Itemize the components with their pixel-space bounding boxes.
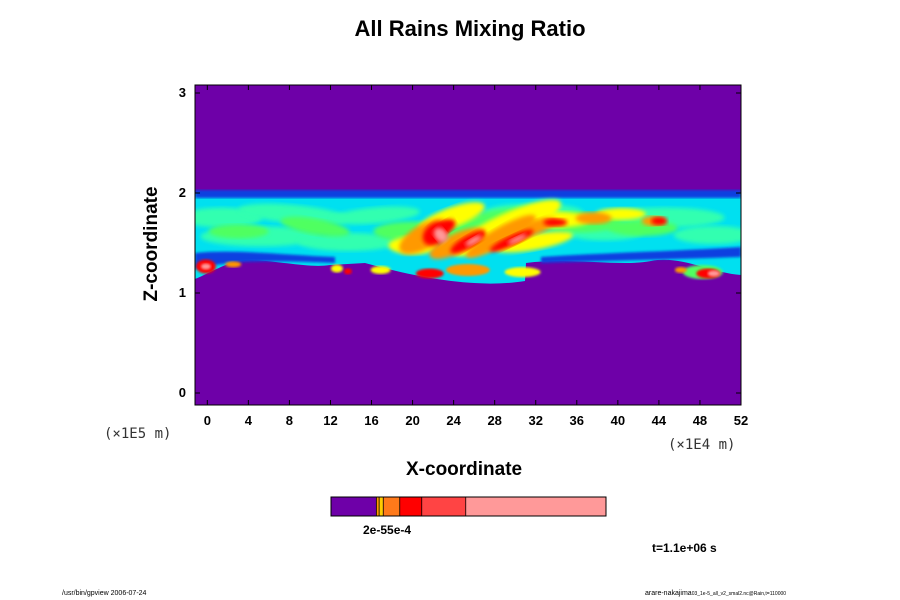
chart-title: All Rains Mixing Ratio <box>354 16 586 41</box>
x-tick-label: 48 <box>692 413 708 428</box>
rain-cell <box>465 235 482 246</box>
colorbar-segment <box>399 497 422 516</box>
rain-cell <box>494 231 573 253</box>
colorbar-frame <box>330 496 607 517</box>
cloud-bottom-rim-left <box>195 251 335 269</box>
x-tick-label: 20 <box>405 413 420 428</box>
footer-right: arare-nakajima03_1e-5_all_v2_smal2.nc@Ra… <box>645 590 786 597</box>
cloud-top-rim <box>195 190 741 198</box>
rain-cell <box>280 216 350 237</box>
colorbar-segment <box>421 497 466 516</box>
y-tick-label: 0 <box>178 385 186 400</box>
footer-left: /usr/bin/gpview 2006-07-24 <box>62 590 147 597</box>
rain-drip <box>225 261 242 268</box>
x-tick-label: 0 <box>203 413 211 428</box>
plot-frame <box>194 84 742 406</box>
rain-cell <box>238 203 349 225</box>
rain-drip <box>707 270 720 277</box>
y-tick-label: 2 <box>178 185 186 200</box>
rain-cell <box>575 212 612 225</box>
rain-cell <box>330 206 421 225</box>
plot-area <box>195 85 741 405</box>
colorbar-segment <box>331 497 377 516</box>
time-label: t=1.1e+06 s <box>652 541 717 555</box>
rain-cell <box>433 227 448 243</box>
rain-drip <box>343 268 352 275</box>
cloud-bottom-rim-right <box>541 247 741 263</box>
x-tick-label: 52 <box>733 413 749 428</box>
y-tick-label: 3 <box>178 85 186 100</box>
rain-cell <box>465 214 536 258</box>
x-tick-label: 12 <box>323 413 338 428</box>
x-tick-label: 40 <box>610 413 626 428</box>
colorbar <box>330 496 607 517</box>
x-tick-label: 28 <box>487 413 502 428</box>
rain-cell <box>651 217 668 225</box>
x-axis-label: X-coordinate <box>406 459 523 480</box>
rain-drip <box>504 267 541 278</box>
y-tick-label: 1 <box>178 285 186 300</box>
x-tick-label: 24 <box>446 413 461 428</box>
colorbar-segment <box>379 497 384 516</box>
rain-field <box>195 190 741 284</box>
x-tick-label: 44 <box>651 413 667 428</box>
rain-drip <box>200 263 211 270</box>
colorbar-segment <box>383 497 400 516</box>
colorbar-segment <box>376 497 380 516</box>
x-tick-label: 32 <box>528 413 543 428</box>
x-scale-label: (×1E4 m) <box>668 437 736 453</box>
x-tick-label: 36 <box>569 413 585 428</box>
rain-cell <box>673 226 741 244</box>
rain-cell <box>297 233 398 251</box>
rain-cell <box>208 224 269 239</box>
colorbar-tick-label: 2e-55e-4 <box>363 523 412 537</box>
axis-ticks <box>195 85 742 405</box>
colorbar-segment <box>465 497 606 516</box>
rain-cell <box>543 218 568 227</box>
x-tick-label: 16 <box>364 413 379 428</box>
rain-drip <box>370 266 391 274</box>
rain-drip <box>330 264 343 273</box>
footer-right-sub: 03_1e-5_all_v2_smal2.nc@Rain,t=110000 <box>691 591 787 597</box>
rain-drip <box>446 264 490 276</box>
footer-right-main: arare-nakajima <box>645 590 692 597</box>
y-axis-label: Z-coordinate <box>141 186 162 302</box>
rain-cell <box>508 234 527 244</box>
rain-drip <box>674 267 687 273</box>
y-scale-label: (×1E5 m) <box>104 426 172 442</box>
x-tick-label: 4 <box>244 413 252 428</box>
rain-drip <box>415 268 444 279</box>
x-tick-label: 8 <box>285 413 294 428</box>
